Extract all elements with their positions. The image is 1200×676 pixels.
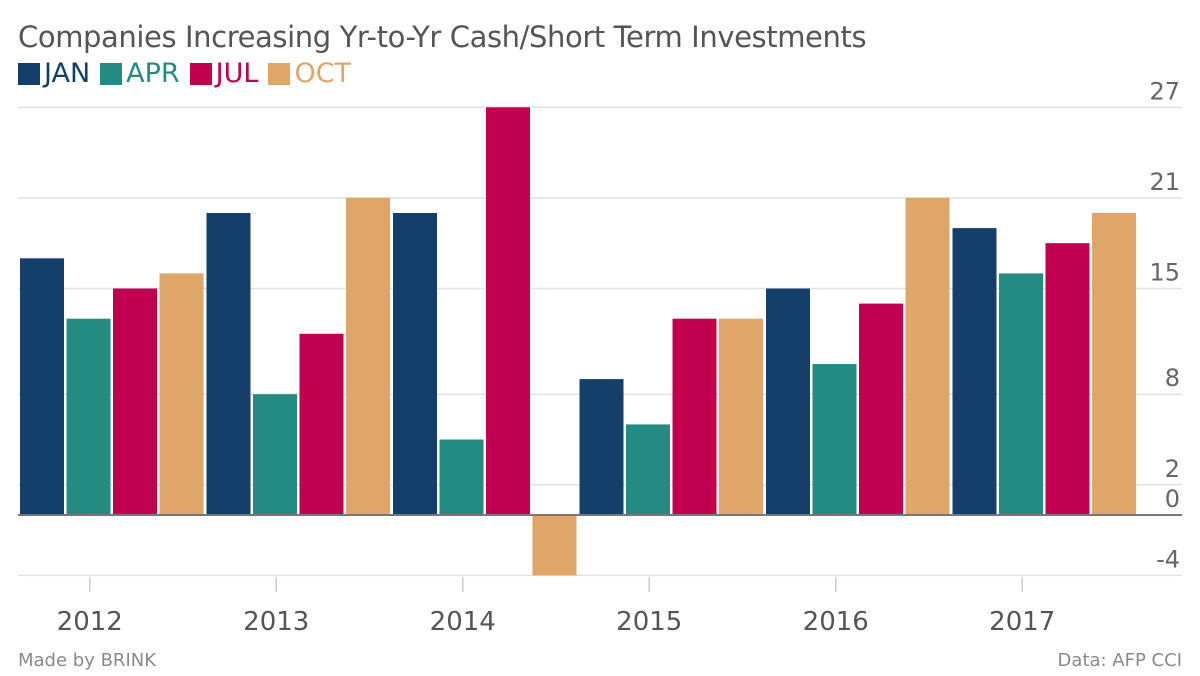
- footer-source: Data: AFP CCI: [1057, 650, 1182, 671]
- x-tick-label: 2013: [243, 607, 309, 637]
- x-tick-label: 2017: [989, 607, 1055, 637]
- footer-credit: Made by BRINK: [18, 650, 157, 671]
- bar-oct-2015: [719, 318, 763, 515]
- bar-jan-2014: [393, 213, 437, 515]
- y-tick-label: 2: [1165, 455, 1180, 483]
- legend-label-oct: OCT: [294, 58, 352, 89]
- y-tick-label: -4: [1156, 545, 1180, 573]
- legend-swatch-jan: [18, 62, 40, 85]
- y-tick-label: 21: [1149, 168, 1180, 196]
- bar-apr-2014: [439, 439, 484, 515]
- bar-jul-2017: [1045, 243, 1090, 515]
- legend-label-jul: JUL: [215, 58, 259, 89]
- legend-label-apr: APR: [126, 58, 180, 89]
- y-tick-label: 15: [1149, 259, 1180, 287]
- x-tick-label: 2014: [430, 607, 496, 637]
- legend-item-jan: JAN: [18, 58, 90, 89]
- y-tick-label: 27: [1149, 77, 1180, 105]
- bar-apr-2017: [999, 273, 1043, 515]
- x-tick-label: 2015: [616, 607, 682, 637]
- legend-swatch-apr: [100, 62, 123, 85]
- legend-item-jul: JUL: [189, 58, 259, 89]
- bar-jan-2015: [579, 379, 624, 515]
- bar-jul-2015: [672, 318, 717, 515]
- bar-oct-2013: [346, 197, 390, 515]
- bar-jan-2017: [952, 228, 997, 515]
- bar-oct-2016: [905, 197, 950, 515]
- bar-jul-2016: [859, 303, 903, 515]
- bar-oct-2017: [1092, 213, 1136, 515]
- legend-label-jan: JAN: [44, 58, 91, 89]
- legend-item-oct: OCT: [268, 58, 351, 89]
- legend-item-apr: APR: [100, 58, 180, 89]
- legend-swatch-jul: [189, 62, 212, 85]
- bar-jan-2013: [206, 213, 251, 515]
- y-tick-label: 0: [1165, 485, 1180, 513]
- bar-oct-2012: [159, 273, 204, 515]
- bar-apr-2012: [66, 318, 111, 515]
- bar-jan-2016: [766, 288, 810, 515]
- legend-swatch-oct: [268, 62, 291, 85]
- chart-title: Companies Increasing Yr-to-Yr Cash/Short…: [18, 20, 867, 54]
- bar-jul-2013: [299, 333, 344, 515]
- bar-oct-2014: [532, 515, 577, 576]
- bar-jul-2014: [486, 107, 530, 516]
- bar-jan-2012: [20, 258, 64, 515]
- bar-jul-2012: [113, 288, 157, 515]
- bar-apr-2013: [253, 394, 297, 515]
- bar-apr-2016: [812, 364, 857, 515]
- x-tick-label: 2016: [803, 607, 869, 637]
- chart-legend: JAN APR JUL OCT: [18, 58, 351, 89]
- y-tick-label: 8: [1165, 364, 1180, 392]
- x-tick-label: 2012: [57, 607, 123, 637]
- bar-apr-2015: [626, 424, 670, 515]
